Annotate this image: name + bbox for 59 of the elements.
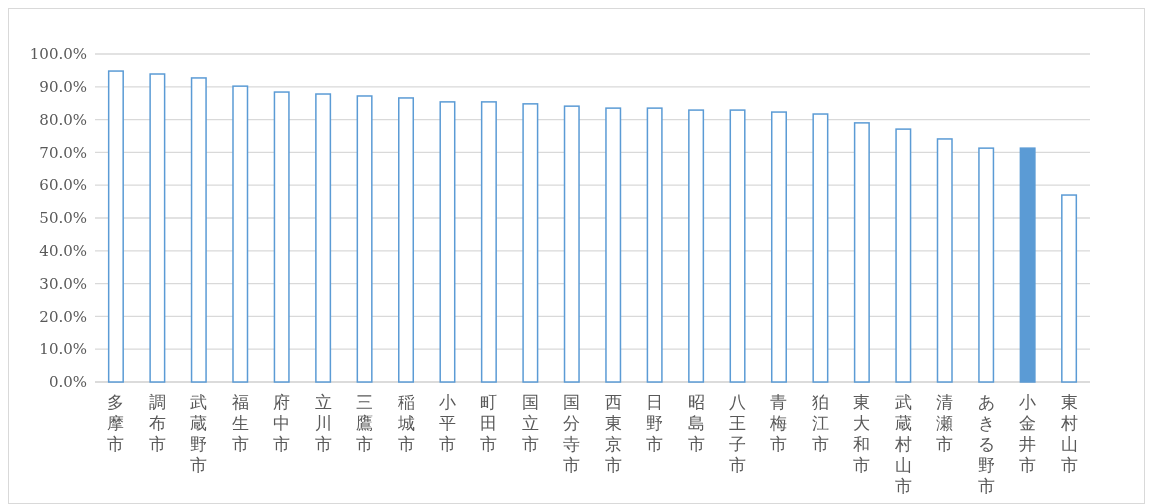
x-tick-label: あきる野市 [977,392,995,496]
bar [356,95,373,383]
bar [688,109,705,383]
y-tick-label: 50.0% [39,209,87,228]
bar [1061,194,1078,383]
x-tick-label: 武蔵村山市 [893,392,912,496]
bar [232,85,249,383]
bar [480,101,497,383]
x-tick-label: 武蔵野市 [190,392,208,475]
x-tick-label: 昭島市 [687,392,705,454]
bar [398,97,415,383]
y-tick-label: 80.0% [39,110,87,129]
y-tick-label: 60.0% [39,176,87,195]
bar [895,128,912,383]
bar [936,138,953,383]
bar [853,122,870,383]
bar [978,147,995,383]
y-tick-label: 40.0% [39,242,87,261]
y-tick-label: 30.0% [39,274,87,293]
x-tick-label: 東村山市 [1059,392,1078,475]
bar [273,91,290,383]
x-tick-label: 東大和市 [853,392,871,475]
x-tick-label: 国分寺市 [563,392,581,475]
x-tick-label: 調布市 [148,392,166,454]
bar [812,113,829,383]
x-tick-label: 小平市 [438,392,456,454]
bar [315,93,332,383]
x-tick-label: 国立市 [521,392,539,454]
x-tick-label: 稲城市 [396,392,415,454]
y-tick-label: 20.0% [39,307,87,326]
x-tick-label: 日野市 [646,392,664,454]
bar [729,109,746,383]
y-tick-label: 90.0% [39,78,87,97]
bar [190,77,207,383]
bar [107,70,124,383]
x-tick-label: 小金井市 [1019,392,1037,475]
x-tick-label: 福生市 [231,392,249,454]
y-tick-label: 100.0% [29,45,87,64]
bar [646,107,663,383]
x-tick-label: 八王子市 [729,392,747,475]
y-tick-label: 0.0% [48,373,87,392]
x-tick-label: 清瀬市 [936,392,954,454]
x-tick-label: 府中市 [273,392,291,454]
bar [605,107,622,383]
x-tick-label: 狛江市 [811,392,829,454]
x-tick-label: 三鷹市 [356,392,374,454]
x-tick-label: 青梅市 [769,392,788,454]
x-tick-label: 多摩市 [107,392,125,454]
bar [770,111,787,383]
x-tick-label: 西東京市 [604,392,622,475]
y-tick-label: 70.0% [39,143,87,162]
x-tick-label: 立川市 [314,392,332,454]
bar [149,73,166,383]
bar [563,105,580,383]
bar [522,103,539,383]
y-tick-label: 10.0% [39,340,87,359]
bar [1019,147,1036,383]
bar [439,101,456,383]
x-tick-label: 町田市 [480,392,498,454]
